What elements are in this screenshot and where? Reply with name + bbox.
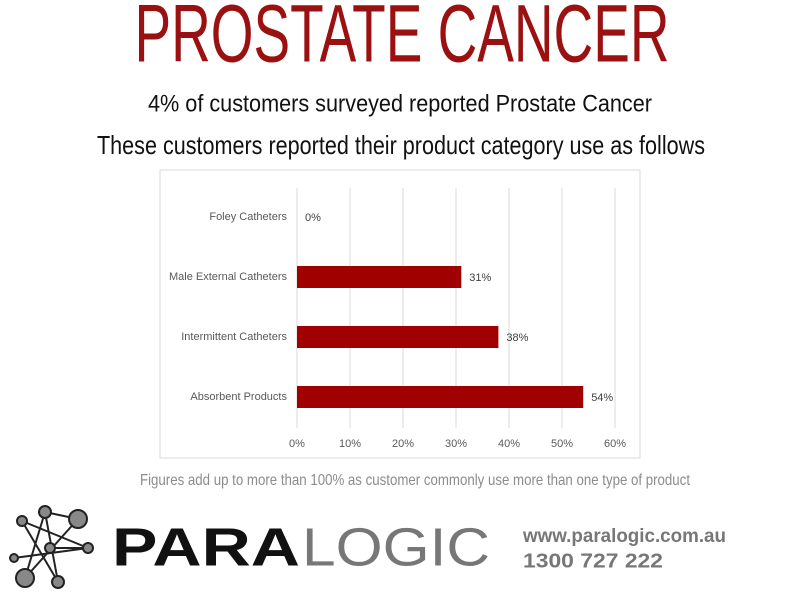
y-tick-label: Foley Catheters — [209, 211, 287, 223]
logo-text: PARA — [112, 517, 300, 577]
x-tick-label: 60% — [604, 438, 626, 450]
bar — [297, 386, 584, 408]
footnote: Figures add up to more than 100% as cust… — [140, 472, 690, 489]
data-label: 54% — [591, 392, 613, 404]
logo-text: LOGIC — [302, 517, 490, 577]
x-tick-label: 40% — [498, 438, 520, 450]
x-tick-label: 20% — [392, 438, 414, 450]
y-tick-label: Intermittent Catheters — [181, 331, 287, 343]
data-label: 38% — [506, 332, 528, 344]
x-tick-label: 0% — [289, 438, 305, 450]
x-tick-label: 30% — [445, 438, 467, 450]
subtitle: These customers reported their product c… — [97, 130, 705, 160]
chart-frame — [159, 169, 641, 459]
x-tick-label: 50% — [551, 438, 573, 450]
y-tick-label: Male External Catheters — [169, 271, 287, 283]
plot: 0% 10% 20% 30% 40% 50% 60% Foley Catheters 0% Mal… — [169, 188, 626, 450]
x-tick-label: 10% — [339, 438, 361, 450]
logo-icon — [9, 505, 94, 589]
data-label: 31% — [469, 272, 491, 284]
phone: 1300 727 222 — [523, 550, 663, 572]
data-label: 0% — [305, 212, 321, 224]
page-title: PROSTATE CANCER — [135, 0, 670, 80]
subtitle: 4% of customers surveyed reported Prosta… — [148, 90, 652, 117]
y-tick-label: Absorbent Products — [190, 391, 287, 403]
bar — [297, 266, 462, 288]
bar — [297, 326, 499, 348]
website: www.paralogic.com.au — [522, 526, 726, 547]
